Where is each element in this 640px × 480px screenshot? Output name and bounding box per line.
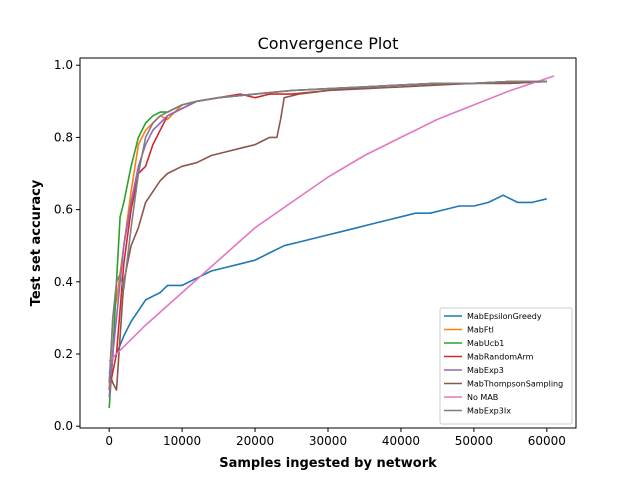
legend-entry-label: MabExp3Ix (467, 407, 511, 416)
x-axis: 0 10000 20000 30000 40000 50000 60000 (105, 428, 566, 448)
y-axis-label: Test set accuracy (29, 179, 44, 306)
x-tick-label: 50000 (455, 434, 493, 448)
series-layer (108, 75, 555, 409)
x-tick-label: 10000 (163, 434, 201, 448)
x-axis-label: Samples ingested by network (219, 456, 437, 471)
y-tick-label: 0.2 (54, 347, 73, 361)
x-tick-label: 40000 (382, 434, 420, 448)
legend-entry-label: MabEpsilonGreedy (467, 312, 542, 321)
y-tick-label: 0.8 (54, 130, 73, 144)
series-line-mabthompsonsampling (108, 80, 547, 391)
chart-title: Convergence Plot (258, 34, 399, 53)
x-tick-label: 60000 (528, 434, 566, 448)
x-tick-label: 20000 (236, 434, 274, 448)
series-line-mabexp3ix (108, 80, 547, 383)
legend-entry-label: No MAB (467, 393, 498, 402)
legend: MabEpsilonGreedy MabFtl MabUcb1 MabRandomAr… (439, 307, 573, 425)
legend-entry-label: MabExp3 (467, 366, 504, 375)
x-tick-label: 0 (105, 434, 113, 448)
y-axis: 0.0 0.2 0.4 0.6 0.8 1.0 (54, 58, 80, 433)
legend-entry-label: MabRandomArm (467, 353, 534, 362)
y-tick-label: 1.0 (54, 58, 73, 72)
legend-entry-label: MabFtl (467, 326, 494, 335)
y-tick-label: 0.4 (54, 275, 73, 289)
legend-entry-label: MabThompsonSampling (467, 380, 563, 389)
x-tick-label: 30000 (309, 434, 347, 448)
y-tick-label: 0.6 (54, 203, 73, 217)
y-tick-label: 0.0 (54, 419, 73, 433)
legend-box (439, 307, 573, 425)
legend-entry-label: MabUcb1 (467, 339, 504, 348)
series-line-no-mab (108, 75, 555, 362)
series-line-mabepsilongreedy (108, 194, 547, 384)
